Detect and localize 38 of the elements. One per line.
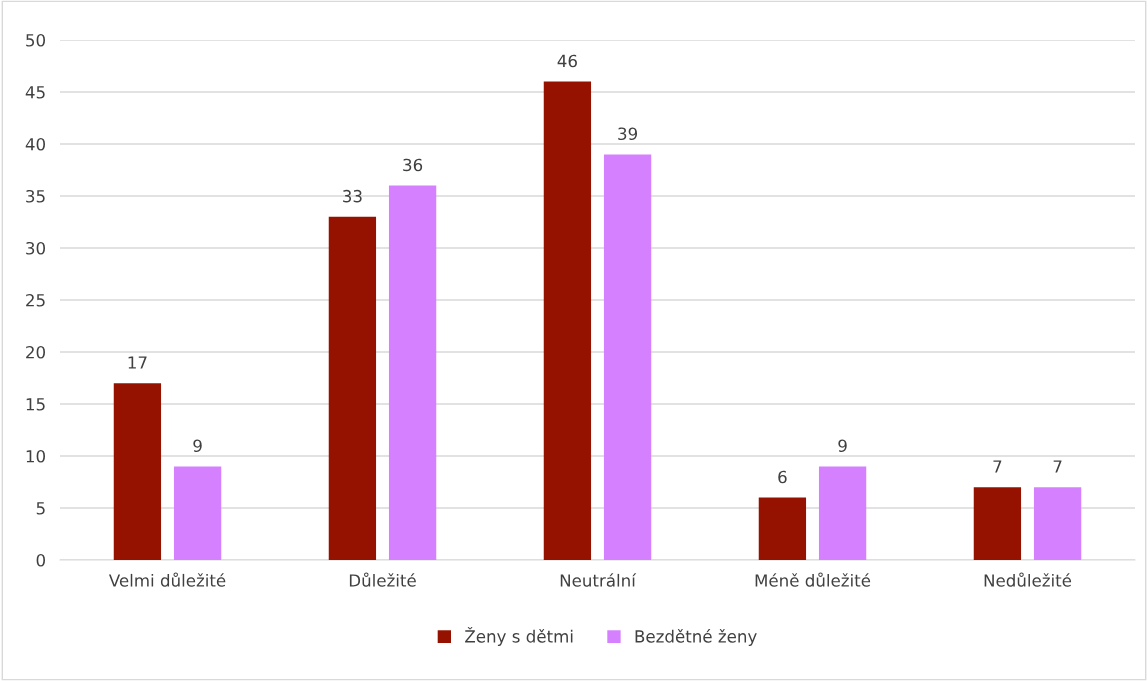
bar xyxy=(818,466,867,560)
y-tick-label: 20 xyxy=(26,345,45,359)
bar xyxy=(328,216,377,560)
data-label: 7 xyxy=(1053,460,1062,473)
data-label: 39 xyxy=(618,127,638,141)
data-label: 36 xyxy=(403,158,423,172)
data-label: 46 xyxy=(557,54,577,68)
y-tick-label: 50 xyxy=(26,33,45,47)
y-tick-label: 30 xyxy=(26,241,45,255)
y-tick-label: 35 xyxy=(26,189,45,203)
y-tick-label: 15 xyxy=(26,398,45,411)
data-label: 9 xyxy=(838,439,847,453)
data-label: 17 xyxy=(128,356,147,369)
bar xyxy=(603,154,652,560)
bar xyxy=(973,487,1022,560)
x-tick-label: Nedůležité xyxy=(984,572,1072,587)
x-tick-label: Velmi důležité xyxy=(108,572,226,587)
data-label: 33 xyxy=(343,189,362,203)
bar xyxy=(113,383,162,560)
bar xyxy=(173,466,222,560)
x-tick-label: Neutrální xyxy=(560,573,637,587)
y-tick-label: 40 xyxy=(25,137,45,151)
bar xyxy=(388,185,437,560)
data-label: 7 xyxy=(993,460,1002,473)
y-tick-label: 5 xyxy=(36,502,45,515)
legend-label: Ženy s dětmi xyxy=(465,627,573,646)
y-tick-label: 10 xyxy=(26,449,45,463)
y-tick-label: 25 xyxy=(26,293,45,307)
bar xyxy=(543,81,592,560)
data-label: 6 xyxy=(778,470,787,484)
y-tick-label: 45 xyxy=(25,86,45,99)
bar xyxy=(758,497,807,560)
x-tick-label: Důležité xyxy=(349,572,416,587)
bar xyxy=(1033,487,1082,560)
data-label: 9 xyxy=(193,439,202,453)
legend-label: Bezdětné ženy xyxy=(635,629,757,646)
y-tick-label: 0 xyxy=(36,553,45,567)
x-tick-label: Méně důležité xyxy=(755,572,871,587)
